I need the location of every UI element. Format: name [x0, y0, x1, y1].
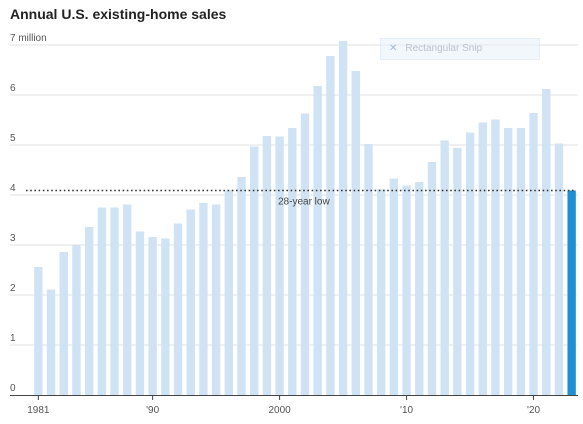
bar-2000	[275, 136, 284, 395]
bar-2006	[351, 71, 360, 395]
bar-2015	[465, 132, 475, 395]
bar-1981	[34, 267, 43, 395]
y-tick-label: 2	[10, 283, 16, 294]
x-tick-label: 1981	[27, 405, 50, 416]
bar-2002	[300, 113, 310, 395]
x-tick-label: '10	[400, 405, 413, 416]
bar-1983	[59, 252, 68, 395]
bar-2017	[491, 119, 500, 395]
bar-1982	[46, 289, 56, 395]
bar-2014	[453, 148, 462, 395]
chart-title: Annual U.S. existing-home sales	[10, 6, 227, 22]
bar-2021	[542, 89, 551, 395]
bar-2003	[313, 86, 322, 395]
bar-1990	[148, 237, 157, 395]
bar-2001	[288, 128, 297, 395]
y-tick-label: 1	[10, 333, 16, 344]
bar-1985	[84, 227, 94, 395]
y-tick-label: 6	[10, 83, 16, 94]
bar-1984	[72, 245, 81, 395]
reference-line-label: 28-year low	[278, 197, 330, 208]
bar-2005	[338, 41, 348, 395]
axes	[10, 189, 578, 400]
y-tick-label: 7 million	[10, 33, 47, 44]
y-tick-label: 0	[10, 383, 16, 394]
bar-1993	[186, 209, 195, 395]
rectangular-snip-toolbar[interactable]: ✕ Rectangular Snip	[380, 38, 540, 60]
bar-1991	[161, 238, 170, 395]
labels: 0 1 2 3 4 5 6 7 million 28-year low 1981 '90 2000 '1…	[10, 33, 541, 416]
bar-2013	[440, 140, 449, 395]
bar-1995	[211, 204, 221, 395]
bar-1989	[135, 231, 145, 395]
bar-2008	[377, 189, 386, 395]
bar-1997	[237, 177, 246, 395]
bar-1986	[97, 207, 107, 395]
y-tick-label: 3	[10, 233, 16, 244]
bar-1988	[123, 204, 132, 395]
y-tick-label: 5	[10, 133, 16, 144]
bar-1992	[173, 223, 183, 395]
bar-1994	[199, 203, 208, 395]
bar-1987	[110, 207, 119, 395]
bar-1998	[250, 146, 259, 395]
snip-label: Rectangular Snip	[405, 43, 483, 54]
x-tick-label: '20	[527, 405, 540, 416]
bar-2011	[415, 182, 424, 395]
y-tick-label: 4	[10, 183, 16, 194]
bar-2022	[554, 143, 564, 395]
bar-2009	[389, 178, 399, 395]
bar-2012	[427, 162, 437, 395]
bar-2016	[478, 122, 487, 395]
bar-2020	[529, 113, 538, 395]
bar-2023	[567, 190, 576, 395]
bar-2019	[516, 128, 526, 395]
bar-2004	[326, 56, 335, 395]
bar-2007	[364, 144, 373, 395]
bar-1999	[262, 136, 272, 395]
bar-1996	[224, 190, 233, 395]
bars	[34, 41, 576, 395]
x-tick-label: 2000	[268, 405, 291, 416]
bar-2010	[402, 185, 411, 395]
close-icon[interactable]: ✕	[389, 43, 398, 54]
bar-2018	[503, 128, 513, 395]
x-tick-label: '90	[146, 405, 159, 416]
